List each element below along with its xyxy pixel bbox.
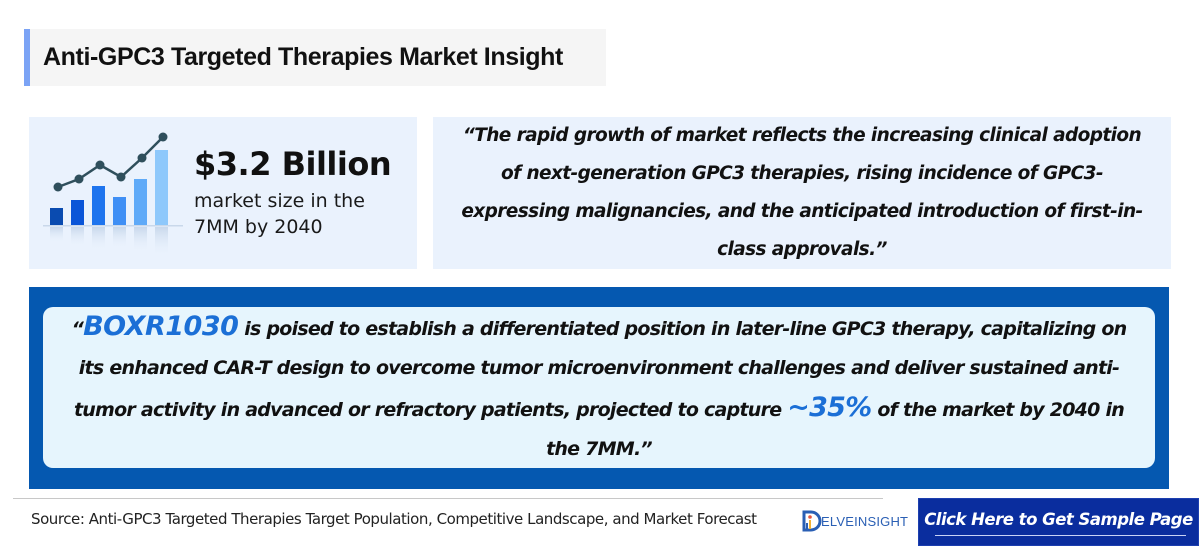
get-sample-page-button[interactable]: Click Here to Get Sample Page bbox=[918, 498, 1199, 546]
button-underline bbox=[935, 535, 1186, 536]
page-title-box: Anti-GPC3 Targeted Therapies Market Insi… bbox=[24, 29, 606, 86]
delveinsight-logo-icon bbox=[802, 510, 822, 532]
market-share-value: ~35% bbox=[787, 391, 872, 423]
footer-divider bbox=[13, 498, 883, 499]
market-growth-quote-card: “The rapid growth of market reflects the… bbox=[433, 117, 1171, 269]
market-size-value: $3.2 Billion bbox=[194, 145, 392, 183]
delveinsight-logo[interactable]: ELVEINSIGHT bbox=[801, 509, 908, 533]
page-title: Anti-GPC3 Targeted Therapies Market Insi… bbox=[43, 43, 563, 71]
source-citation: Source: Anti-GPC3 Targeted Therapies Tar… bbox=[31, 510, 757, 528]
get-sample-page-label: Click Here to Get Sample Page bbox=[924, 509, 1193, 529]
drug-highlight-text: “BOXR1030 is poised to establish a diffe… bbox=[57, 307, 1141, 469]
drug-highlight-band: “BOXR1030 is poised to establish a diffe… bbox=[29, 287, 1169, 489]
open-quote: “ bbox=[71, 317, 84, 340]
delveinsight-logo-text: ELVEINSIGHT bbox=[821, 513, 909, 529]
market-growth-quote: “The rapid growth of market reflects the… bbox=[461, 125, 1143, 260]
highlight-text-part1: is poised to establish a differentiated … bbox=[73, 317, 1127, 421]
market-size-description: market size in the 7MM by 2040 bbox=[194, 190, 365, 238]
market-size-card: $3.2 Billion market size in the 7MM by 2… bbox=[29, 117, 417, 269]
drug-name: BOXR1030 bbox=[83, 310, 239, 342]
drug-highlight-panel: “BOXR1030 is poised to establish a diffe… bbox=[43, 307, 1155, 468]
highlight-text-part2: of the market by 2040 in the 7MM.” bbox=[546, 398, 1125, 460]
bar-line-growth-chart-icon bbox=[43, 132, 183, 257]
